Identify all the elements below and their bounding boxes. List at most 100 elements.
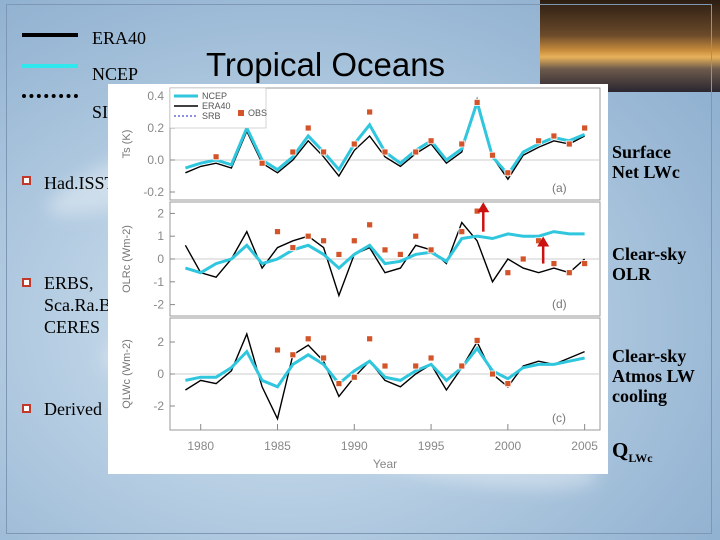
obs-point	[504, 380, 512, 388]
y-tick-label: 0.4	[147, 89, 164, 103]
y-axis-label: OLRc (Wm-2)	[121, 225, 133, 293]
obs-point	[289, 148, 297, 156]
label-qlwc: QLWc	[612, 438, 653, 466]
y-tick-label: 2	[157, 335, 164, 349]
obs-point	[412, 148, 420, 156]
y-axis-label: Ts (K)	[121, 130, 133, 159]
panel-frame	[169, 87, 601, 201]
obs-point	[274, 228, 281, 236]
legend-si-label: SI	[92, 102, 109, 122]
bullet-text-satellites: ERBS, Sca.Ra.B, CERES	[44, 272, 116, 338]
obs-point	[519, 255, 527, 263]
bullet-line: Had.ISST	[44, 173, 116, 193]
bullet-line: CERES	[44, 317, 101, 337]
obs-point	[489, 151, 496, 159]
panel-label: (c)	[552, 411, 566, 425]
x-tick-label: 1985	[264, 439, 291, 453]
obs-point	[366, 108, 374, 116]
chart-background	[108, 84, 608, 474]
three-panel-chart: -0.2 0.0 0.2 0.4 Ts (K) (a) -2 -1 0 1 2 OLRc (Wm-2)…	[108, 84, 608, 474]
obs-point	[427, 137, 435, 145]
obs-point	[350, 373, 358, 381]
label-qlwc-main: Q	[612, 438, 629, 462]
legend-ncep-swatch	[22, 64, 78, 68]
obs-point	[412, 362, 420, 370]
obs-point	[304, 232, 312, 240]
x-tick-label: 1995	[418, 439, 445, 453]
obs-point	[335, 251, 343, 258]
obs-point	[458, 362, 466, 370]
obs-point	[350, 140, 358, 148]
label-line: Surface	[612, 142, 671, 162]
x-tick-label: 2005	[571, 439, 598, 453]
red-arrow-head	[477, 202, 490, 213]
y-tick-label: 0.0	[147, 153, 164, 167]
bullet-text-hadisst: Had.ISST	[44, 172, 116, 194]
y-tick-label: 0.2	[147, 121, 164, 135]
inner-legend-label: OBS	[248, 108, 267, 118]
x-axis-label: Year	[373, 457, 397, 471]
bullet-line: Sca.Ra.B,	[44, 295, 116, 315]
series-line-ncep	[184, 230, 585, 275]
obs-point	[396, 251, 404, 258]
legend-era40-swatch	[22, 33, 78, 37]
legend-ncep-label: NCEP	[92, 64, 139, 84]
obs-point	[258, 159, 266, 167]
bullet-marker	[22, 404, 31, 413]
series-line-era40	[184, 221, 586, 298]
y-tick-label: -2	[153, 298, 164, 312]
obs-point	[473, 336, 481, 344]
bullet-text-derived: Derived	[44, 398, 102, 420]
obs-point	[458, 140, 466, 148]
obs-point	[366, 335, 374, 343]
legend-era40-label: ERA40	[92, 28, 146, 48]
bullet-line: ERBS,	[44, 273, 94, 293]
label-line: cooling	[612, 386, 668, 406]
obs-point	[565, 140, 573, 148]
label-clear-sky-olr: Clear-sky OLR	[612, 244, 686, 284]
label-qlwc-sub: LWc	[628, 451, 653, 466]
obs-point	[350, 237, 358, 245]
obs-point	[427, 354, 435, 362]
panel-label: (a)	[552, 181, 567, 195]
obs-point	[366, 221, 374, 229]
slide-frame	[6, 4, 712, 534]
slide-title: Tropical Oceans	[206, 46, 446, 83]
obs-point	[289, 351, 297, 359]
inner-legend-swatch	[238, 110, 244, 116]
obs-point	[320, 148, 327, 156]
obs-point	[504, 269, 512, 277]
obs-point	[565, 269, 573, 277]
obs-point	[535, 137, 542, 145]
inner-legend-label: SRB	[202, 111, 221, 121]
obs-point	[320, 354, 327, 362]
obs-point	[504, 169, 512, 177]
x-tick-label: 1990	[341, 439, 368, 453]
sunset-photo	[540, 0, 720, 92]
obs-point	[212, 153, 220, 161]
label-line: Net LWc	[612, 162, 680, 182]
label-line: Clear-sky	[612, 244, 687, 264]
y-tick-label: -0.2	[143, 185, 164, 199]
obs-point	[581, 124, 589, 132]
obs-point	[381, 362, 389, 370]
obs-point	[427, 246, 435, 254]
label-line: Clear-sky	[612, 346, 687, 366]
label-line: OLR	[612, 264, 652, 284]
inner-legend-label: NCEP	[202, 91, 227, 101]
y-tick-label: 2	[157, 206, 164, 220]
bullet-marker	[22, 278, 31, 287]
legend-si-swatch	[22, 94, 78, 98]
bullet-line: Derived	[44, 399, 102, 419]
y-axis-label: QLWc (Wm-2)	[121, 339, 133, 408]
obs-point	[581, 260, 589, 267]
x-tick-label: 2000	[495, 439, 522, 453]
inner-legend-label: ERA40	[202, 101, 231, 111]
bullet-marker	[22, 176, 31, 185]
panel-label: (d)	[552, 297, 567, 311]
red-arrow-head	[537, 236, 550, 247]
obs-point	[550, 260, 558, 267]
y-tick-label: 1	[157, 229, 164, 243]
x-tick-label: 1980	[187, 439, 214, 453]
obs-point	[274, 346, 281, 354]
